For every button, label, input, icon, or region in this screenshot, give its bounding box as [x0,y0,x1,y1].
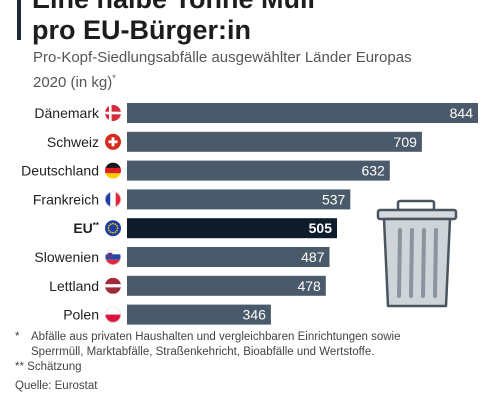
category-label-4: EU** [73,220,100,236]
footnote-1-line-2: Sperrmüll, Marktabfälle, Straßenkehricht… [31,346,375,358]
france-flag-icon [105,191,121,208]
value-label-2: 632 [361,163,385,179]
subtitle-line-2: 2020 (in kg) [33,74,113,91]
value-label-0: 844 [450,105,474,121]
category-label-3: Frankreich [33,191,99,207]
bar-1 [127,131,422,152]
subtitle-line-1: Pro-Kopf-Siedlungsabfälle ausgewählter L… [33,49,412,66]
bar-4 [127,218,337,239]
switzerland-flag-icon [105,133,121,150]
category-footnote-mark-4: ** [93,221,100,230]
trash-can-icon [376,199,458,308]
latvia-flag-icon [105,277,121,294]
category-label-5: Slowenien [34,249,99,265]
chart-title-line-2: pro EU-Bürger:in [32,15,251,45]
bar-2 [127,160,390,181]
accent-bar [17,0,21,40]
chart-title-line-1: Eine halbe Tonne Müll [32,0,315,15]
eu-flag-icon [105,220,121,237]
value-label-6: 478 [297,278,321,294]
value-label-3: 537 [322,191,346,207]
source-note: Quelle: Eurostat [15,380,98,392]
bar-0 [127,103,478,123]
bar-7 [127,304,271,325]
germany-flag-icon [105,162,121,179]
footnote-1-mark: * [15,331,20,343]
footnote-2: ** Schätzung [15,361,82,373]
chart-title: Eine halbe Tonne Müll pro EU-Bürger:in [32,0,315,46]
category-label-6: Lettland [49,278,99,294]
footnote-1-line-1: Abfälle aus privaten Haushalten und verg… [31,331,401,343]
bar-6 [127,275,326,296]
bar-5 [127,247,330,267]
category-label-2: Deutschland [21,163,99,179]
chart-subtitle: Pro-Kopf-Siedlungsabfälle ausgewählter L… [33,48,412,93]
category-label-0: Dänemark [34,105,100,121]
footnotes: * Abfälle aus privaten Haushalten und ve… [15,330,401,394]
value-label-7: 346 [243,307,267,323]
category-label-7: Polen [63,307,99,323]
denmark-flag-icon [105,105,121,121]
value-label-1: 709 [394,134,418,150]
subtitle-footnote-mark: * [112,73,116,83]
value-label-4: 505 [309,220,333,236]
category-label-1: Schweiz [47,134,99,150]
bar-3 [127,189,351,210]
poland-flag-icon [105,306,121,323]
slovenia-flag-icon [105,249,121,265]
value-label-5: 487 [301,249,325,265]
